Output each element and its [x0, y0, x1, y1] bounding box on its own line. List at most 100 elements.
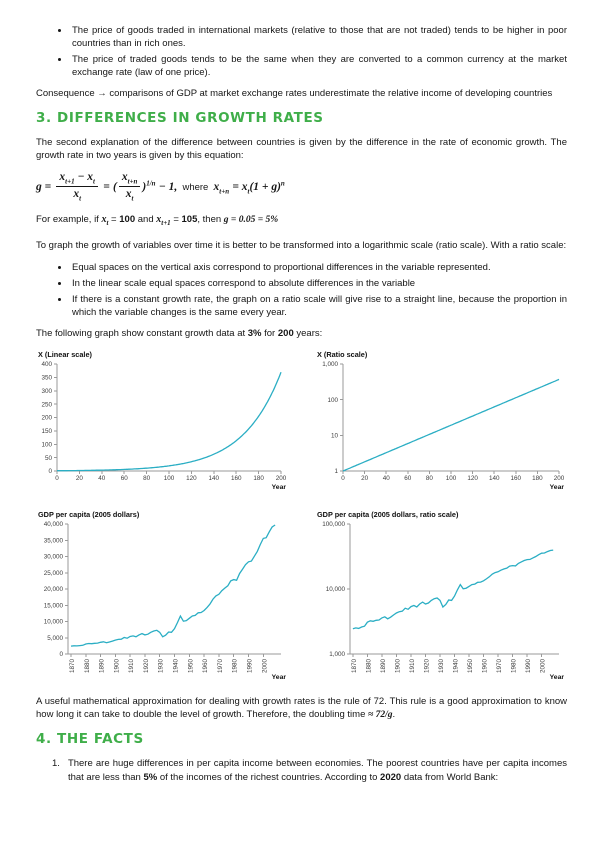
- ratio-scale-intro-paragraph: To graph the growth of variables over ti…: [36, 239, 567, 251]
- equation-fraction-2: xt+n xt: [118, 171, 141, 203]
- svg-text:80: 80: [143, 475, 151, 482]
- svg-text:1980: 1980: [511, 659, 518, 674]
- svg-text:40: 40: [383, 475, 391, 482]
- svg-text:1970: 1970: [496, 659, 503, 674]
- svg-text:1890: 1890: [380, 659, 387, 674]
- svg-text:30,000: 30,000: [44, 554, 64, 561]
- svg-text:1940: 1940: [173, 659, 180, 674]
- svg-text:1990: 1990: [525, 659, 532, 674]
- svg-text:1900: 1900: [113, 659, 120, 674]
- svg-text:1980: 1980: [232, 659, 239, 674]
- svg-text:GDP per capita (2005 dollars): GDP per capita (2005 dollars): [38, 510, 140, 519]
- svg-text:1910: 1910: [409, 659, 416, 674]
- svg-text:250: 250: [41, 402, 52, 409]
- svg-text:60: 60: [121, 475, 129, 482]
- svg-text:80: 80: [426, 475, 434, 482]
- graph-intro-paragraph: The following graph show constant growth…: [36, 328, 323, 340]
- svg-text:180: 180: [253, 475, 264, 482]
- svg-text:140: 140: [489, 475, 500, 482]
- svg-text:160: 160: [511, 475, 522, 482]
- svg-text:1950: 1950: [187, 659, 194, 674]
- svg-text:1920: 1920: [423, 659, 430, 674]
- svg-text:1900: 1900: [394, 659, 401, 674]
- svg-text:1880: 1880: [84, 659, 91, 674]
- growth-example-line: For example, if xt = 100 and xt+1 = 105,…: [36, 214, 279, 227]
- svg-text:60: 60: [404, 475, 412, 482]
- section-heading-growth-rates: 3. DIFFERENCES IN GROWTH RATES: [36, 109, 324, 126]
- bullet-item-straight-line: If there is a constant growth rate, the …: [70, 293, 567, 319]
- svg-text:400: 400: [41, 361, 52, 368]
- svg-text:150: 150: [41, 428, 52, 435]
- svg-text:1930: 1930: [158, 659, 165, 674]
- svg-text:X (Linear scale): X (Linear scale): [38, 350, 93, 359]
- svg-text:20: 20: [361, 475, 369, 482]
- svg-text:50: 50: [45, 455, 53, 462]
- svg-text:0: 0: [55, 475, 59, 482]
- svg-text:1940: 1940: [453, 659, 460, 674]
- svg-text:140: 140: [209, 475, 220, 482]
- svg-text:10,000: 10,000: [326, 586, 346, 593]
- equation-lhs: g =: [36, 180, 52, 193]
- svg-text:100,000: 100,000: [322, 521, 345, 528]
- charts-grid: 0 50 100 150 200 250 300 350 400 0 20 40 60 80 100 120 1…: [36, 349, 567, 681]
- equation-where-word: where: [182, 181, 209, 193]
- svg-text:0: 0: [48, 468, 52, 475]
- svg-text:10: 10: [331, 433, 339, 440]
- svg-text:200: 200: [41, 415, 52, 422]
- growth-intro-paragraph: The second explanation of the difference…: [36, 136, 567, 161]
- equation-fraction-1: xt+1 − xt xt: [56, 171, 98, 203]
- svg-text:1930: 1930: [438, 659, 445, 674]
- bullet-item-linear-absolute: In the linear scale equal spaces corresp…: [70, 277, 567, 290]
- chart-gdp-per-capita-ratio: 1,000 10,000 100,000 1870 1880 1890 1900 1910 19…: [315, 509, 567, 681]
- svg-text:0: 0: [59, 651, 63, 658]
- svg-text:120: 120: [186, 475, 197, 482]
- svg-text:1880: 1880: [365, 659, 372, 674]
- facts-list-item-1: 1. There are huge differences in per cap…: [52, 757, 567, 783]
- svg-text:0: 0: [341, 475, 345, 482]
- svg-text:35,000: 35,000: [44, 538, 64, 545]
- svg-text:40: 40: [98, 475, 106, 482]
- svg-text:100: 100: [41, 442, 52, 449]
- svg-text:300: 300: [41, 388, 52, 395]
- svg-text:1870: 1870: [351, 659, 358, 674]
- chart-x-linear-scale: 0 50 100 150 200 250 300 350 400 0 20 40 60 80 100 120 1…: [36, 349, 289, 491]
- svg-text:X (Ratio scale): X (Ratio scale): [317, 350, 368, 359]
- svg-text:1870: 1870: [69, 659, 76, 674]
- ratio-scale-bullets-list: Equal spaces on the vertical axis corres…: [58, 261, 567, 319]
- svg-text:1910: 1910: [128, 659, 135, 674]
- svg-text:1920: 1920: [143, 659, 150, 674]
- svg-text:200: 200: [276, 475, 287, 482]
- bullet-item-traded-goods-price: The price of goods traded in internation…: [70, 24, 567, 50]
- svg-text:Year: Year: [272, 484, 287, 491]
- svg-text:5,000: 5,000: [47, 635, 63, 642]
- chart-x-ratio-scale: 1 10 100 1,000 0 20 40 60 80 100 120 140 160 180 200 X …: [315, 349, 567, 491]
- svg-text:1: 1: [334, 468, 338, 475]
- svg-text:100: 100: [327, 397, 338, 404]
- svg-text:1,000: 1,000: [322, 361, 338, 368]
- svg-text:160: 160: [231, 475, 242, 482]
- chart-gdp-per-capita-linear: 0 5,000 10,000 15,000 20,000 25,000 30,000 35,0…: [36, 509, 289, 681]
- svg-text:40,000: 40,000: [44, 521, 64, 528]
- svg-text:10,000: 10,000: [44, 619, 64, 626]
- svg-text:Year: Year: [272, 674, 287, 681]
- section-heading-the-facts: 4. THE FACTS: [36, 731, 144, 748]
- svg-text:Year: Year: [550, 674, 565, 681]
- svg-text:1970: 1970: [217, 659, 224, 674]
- svg-text:1950: 1950: [467, 659, 474, 674]
- svg-text:1960: 1960: [202, 659, 209, 674]
- svg-text:180: 180: [532, 475, 543, 482]
- facts-item-text: There are huge differences in per capita…: [67, 758, 567, 783]
- facts-item-number: 1.: [52, 758, 60, 770]
- svg-text:15,000: 15,000: [44, 603, 64, 610]
- svg-text:1960: 1960: [482, 659, 489, 674]
- svg-text:2000: 2000: [540, 659, 547, 674]
- price-bullets-list: The price of goods traded in internation…: [58, 24, 567, 79]
- svg-text:120: 120: [467, 475, 478, 482]
- svg-text:20,000: 20,000: [44, 586, 64, 593]
- growth-rate-equation: g = xt+1 − xt xt = (xt+n xt)1/n − 1, where…: [36, 170, 285, 203]
- consequence-paragraph: Consequence → comparisons of GDP at mark…: [36, 88, 553, 100]
- svg-text:2000: 2000: [261, 659, 268, 674]
- svg-text:Year: Year: [550, 484, 565, 491]
- svg-text:200: 200: [554, 475, 565, 482]
